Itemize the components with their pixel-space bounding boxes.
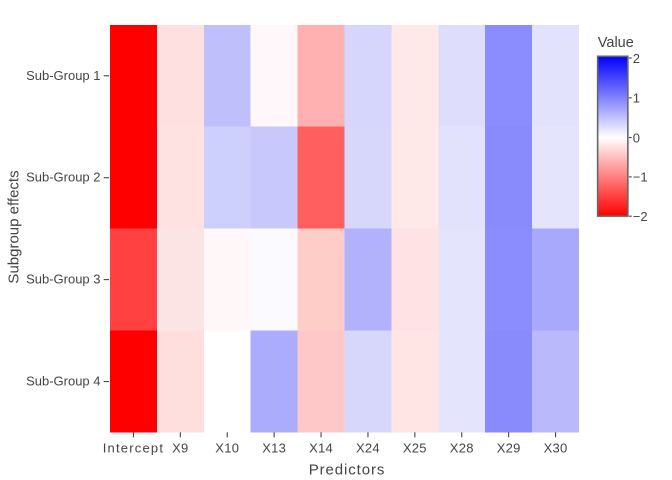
svg-text:X13: X13 (262, 441, 286, 456)
svg-text:X30: X30 (544, 441, 568, 456)
svg-text:X29: X29 (497, 441, 521, 456)
svg-text:Predictors: Predictors (309, 462, 386, 479)
svg-text:Subgroup effects: Subgroup effects (6, 170, 23, 283)
svg-text:−2: −2 (633, 209, 648, 224)
svg-text:Sub-Group 1: Sub-Group 1 (26, 68, 100, 83)
svg-text:Sub-Group 2: Sub-Group 2 (26, 170, 100, 185)
svg-text:0: 0 (633, 130, 640, 145)
svg-text:Intercept: Intercept (103, 441, 164, 456)
svg-text:X14: X14 (309, 441, 333, 456)
svg-text:X10: X10 (215, 441, 239, 456)
svg-text:−1: −1 (633, 170, 648, 185)
svg-text:2: 2 (633, 51, 640, 66)
svg-text:Sub-Group 4: Sub-Group 4 (26, 374, 100, 389)
svg-text:Value: Value (598, 35, 634, 51)
svg-text:X9: X9 (172, 441, 188, 456)
svg-text:X28: X28 (450, 441, 474, 456)
svg-text:X25: X25 (403, 441, 427, 456)
svg-text:1: 1 (633, 91, 640, 106)
svg-text:Sub-Group 3: Sub-Group 3 (26, 272, 100, 287)
svg-text:X24: X24 (356, 441, 380, 456)
